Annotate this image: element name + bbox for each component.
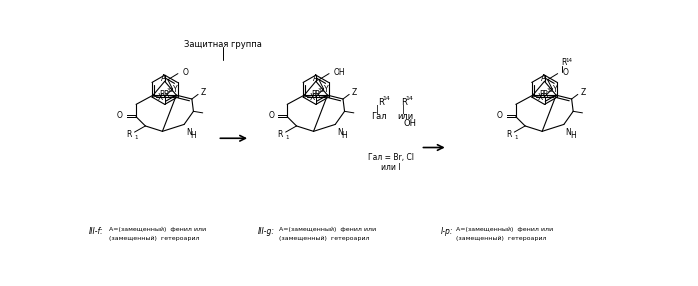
Text: R: R [506, 130, 511, 139]
Text: 14: 14 [383, 96, 390, 102]
Text: H: H [342, 132, 348, 140]
Text: R: R [542, 90, 548, 99]
Text: |: | [376, 105, 379, 114]
Text: R: R [126, 130, 131, 139]
Text: R: R [277, 130, 283, 139]
Text: 2: 2 [321, 88, 325, 94]
Text: 14: 14 [406, 96, 414, 102]
Text: III-f:: III-f: [89, 227, 103, 236]
Text: Гал: Гал [371, 112, 387, 121]
Text: 3: 3 [318, 88, 321, 94]
Text: 1: 1 [285, 135, 289, 140]
Text: R: R [311, 90, 316, 99]
Text: |: | [402, 105, 405, 114]
Text: N: N [565, 128, 572, 137]
Text: Защитная группа: Защитная группа [184, 41, 262, 49]
Text: 2: 2 [549, 88, 553, 94]
Text: 3: 3 [547, 88, 550, 94]
Text: A: A [541, 74, 547, 84]
Text: A: A [161, 74, 167, 84]
Text: A=(замещенный)  фенил или: A=(замещенный) фенил или [279, 227, 377, 232]
Text: X: X [158, 93, 163, 102]
Text: III-g:: III-g: [258, 227, 275, 236]
Text: 1: 1 [514, 135, 518, 140]
Text: или: или [397, 112, 413, 121]
Text: O: O [268, 112, 274, 120]
Text: A=(замещенный)  фенил или: A=(замещенный) фенил или [109, 227, 206, 232]
Text: R: R [314, 90, 320, 99]
Text: 1: 1 [135, 135, 138, 140]
Text: H: H [570, 132, 576, 140]
Text: R: R [378, 98, 384, 107]
Text: 2: 2 [170, 88, 173, 94]
Text: X: X [538, 93, 543, 102]
Text: H: H [191, 132, 196, 140]
Text: R: R [540, 90, 545, 99]
Text: R: R [562, 58, 567, 67]
Text: O: O [497, 112, 503, 120]
Text: Гал = Br, Cl: Гал = Br, Cl [368, 153, 414, 162]
Text: R: R [163, 90, 168, 99]
Text: Z: Z [200, 88, 206, 97]
Text: Y: Y [553, 85, 558, 94]
Text: I-p:: I-p: [440, 227, 453, 236]
Text: (замещенный)  гетероарил: (замещенный) гетероарил [456, 236, 547, 241]
Text: O: O [117, 112, 123, 120]
Text: A: A [313, 74, 318, 84]
Text: N: N [337, 128, 343, 137]
Text: или I: или I [381, 163, 401, 172]
Text: N: N [186, 128, 192, 137]
Text: X: X [309, 93, 315, 102]
Text: (замещенный)  гетероарил: (замещенный) гетероарил [279, 236, 370, 241]
Text: Y: Y [173, 85, 178, 94]
Text: A=(замещенный)  фенил или: A=(замещенный) фенил или [456, 227, 554, 232]
Text: O: O [563, 68, 568, 77]
Text: 14: 14 [565, 58, 572, 63]
Text: OH: OH [403, 119, 417, 128]
Text: R: R [401, 98, 407, 107]
Text: Y: Y [325, 85, 329, 94]
Text: Z: Z [580, 88, 586, 97]
Text: O: O [183, 68, 188, 77]
Text: R: R [160, 90, 165, 99]
Text: (замещенный)  гетероарил: (замещенный) гетероарил [109, 236, 200, 241]
Text: OH: OH [334, 68, 346, 77]
Text: Z: Z [352, 88, 357, 97]
Text: 3: 3 [167, 88, 170, 94]
